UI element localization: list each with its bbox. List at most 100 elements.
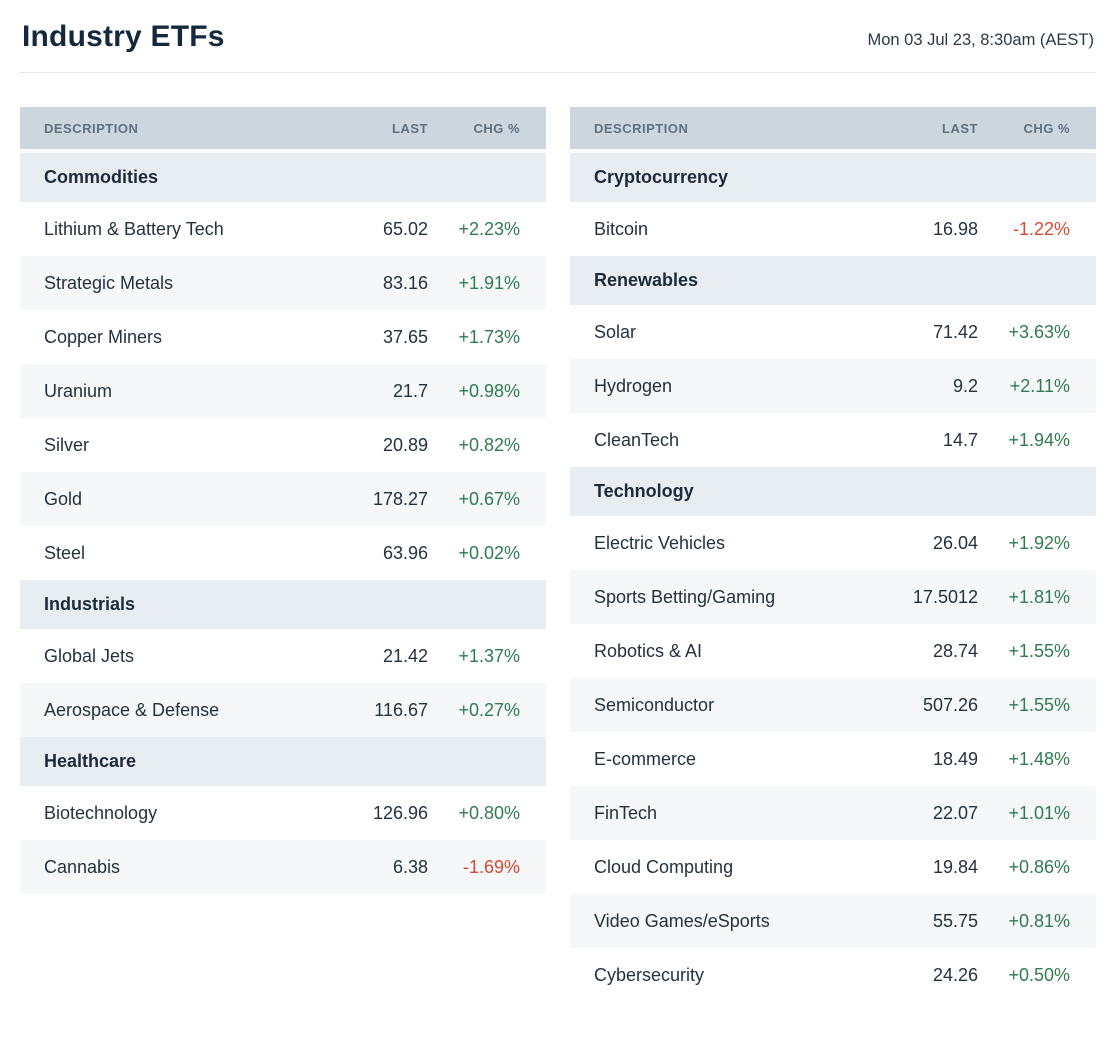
etf-last: 65.02 xyxy=(382,218,428,239)
section-header-industrials: Industrials xyxy=(20,580,546,629)
etf-name: Electric Vehicles xyxy=(594,532,726,553)
etf-last: 55.75 xyxy=(932,910,978,931)
table-row: Bitcoin 16.98 -1.22% xyxy=(570,202,1096,256)
etf-name: Robotics & AI xyxy=(594,640,703,661)
etf-last: 6.38 xyxy=(392,856,428,877)
etf-name: Lithium & Battery Tech xyxy=(44,218,224,239)
table-row: Strategic Metals 83.16 +1.91% xyxy=(20,256,546,310)
tables-container: DESCRIPTION LAST CHG % Commodities Lithium &… xyxy=(20,107,1096,1002)
section-header-commodities: Commodities xyxy=(20,153,546,202)
etf-name: Strategic Metals xyxy=(44,272,174,293)
table-row: Copper Miners 37.65 +1.73% xyxy=(20,310,546,364)
table-row: Gold 178.27 +0.67% xyxy=(20,472,546,526)
etf-change: +0.82% xyxy=(458,434,520,455)
etf-name: Cloud Computing xyxy=(594,856,734,877)
etf-name: Cybersecurity xyxy=(594,964,705,985)
etf-name: Aerospace & Defense xyxy=(44,699,220,720)
etf-last: 14.7 xyxy=(942,429,978,450)
etf-change: +1.94% xyxy=(1008,429,1070,450)
table-row: Electric Vehicles 26.04 +1.92% xyxy=(570,516,1096,570)
etf-last: 24.26 xyxy=(932,964,978,985)
etf-change: +0.50% xyxy=(1008,964,1070,985)
table-row: Solar 71.42 +3.63% xyxy=(570,305,1096,359)
etf-change: +0.86% xyxy=(1008,856,1070,877)
etf-change: +0.27% xyxy=(458,699,520,720)
etf-last: 26.04 xyxy=(932,532,978,553)
table-row: Global Jets 21.42 +1.37% xyxy=(20,629,546,683)
section-header-cryptocurrency: Cryptocurrency xyxy=(570,153,1096,202)
etf-name: Hydrogen xyxy=(594,375,673,396)
etf-change: +2.23% xyxy=(458,218,520,239)
etf-last: 71.42 xyxy=(932,321,978,342)
etf-change: +1.81% xyxy=(1008,586,1070,607)
column-header-chg: CHG % xyxy=(1023,120,1070,136)
section-header-healthcare: Healthcare xyxy=(20,737,546,786)
etf-name: Copper Miners xyxy=(44,326,163,347)
etf-name: Biotechnology xyxy=(44,802,158,823)
etf-last: 22.07 xyxy=(932,802,978,823)
etf-change: +1.92% xyxy=(1008,532,1070,553)
section-header-renewables: Renewables xyxy=(570,256,1096,305)
etf-last: 28.74 xyxy=(932,640,978,661)
etf-name: E-commerce xyxy=(594,748,697,769)
page-title: Industry ETFs xyxy=(22,20,225,53)
etf-name: Steel xyxy=(44,542,86,563)
table-row: Aerospace & Defense 116.67 +0.27% xyxy=(20,683,546,737)
page-header: Industry ETFs Mon 03 Jul 23, 8:30am (AES… xyxy=(20,16,1096,54)
etf-change: +1.55% xyxy=(1008,640,1070,661)
etf-change: +0.67% xyxy=(458,488,520,509)
etf-change: +0.80% xyxy=(458,802,520,823)
etf-last: 18.49 xyxy=(932,748,978,769)
etf-change: +1.91% xyxy=(458,272,520,293)
table-row: Uranium 21.7 +0.98% xyxy=(20,364,546,418)
etf-last: 178.27 xyxy=(372,488,428,509)
etf-name: Gold xyxy=(44,488,83,509)
etf-change: +2.11% xyxy=(1009,375,1070,396)
timestamp: Mon 03 Jul 23, 8:30am (AEST) xyxy=(867,31,1094,49)
table-header-row: DESCRIPTION LAST CHG % xyxy=(20,107,546,149)
etf-table-left: DESCRIPTION LAST CHG % Commodities Lithium &… xyxy=(20,107,546,894)
etf-last: 83.16 xyxy=(382,272,428,293)
etf-change: +0.02% xyxy=(458,542,520,563)
etf-change: +1.01% xyxy=(1008,802,1070,823)
etf-last: 116.67 xyxy=(374,699,428,720)
table-row: FinTech 22.07 +1.01% xyxy=(570,786,1096,840)
etf-change: +1.55% xyxy=(1008,694,1070,715)
table-row: Biotechnology 126.96 +0.80% xyxy=(20,786,546,840)
table-row: CleanTech 14.7 +1.94% xyxy=(570,413,1096,467)
etf-name: Video Games/eSports xyxy=(594,910,770,931)
etf-change: -1.22% xyxy=(1012,218,1070,239)
etf-last: 17.5012 xyxy=(912,586,978,607)
etf-change: +1.48% xyxy=(1008,748,1070,769)
section-header-technology: Technology xyxy=(570,467,1096,516)
etf-change: +1.37% xyxy=(458,645,520,666)
etf-change: -1.69% xyxy=(462,856,520,877)
table-row: Cybersecurity 24.26 +0.50% xyxy=(570,948,1096,1002)
etf-last: 126.96 xyxy=(372,802,428,823)
etf-change: +1.73% xyxy=(458,326,520,347)
etf-name: Silver xyxy=(44,434,90,455)
etf-last: 37.65 xyxy=(382,326,428,347)
table-row: E-commerce 18.49 +1.48% xyxy=(570,732,1096,786)
etf-last: 21.42 xyxy=(382,645,428,666)
etf-name: Semiconductor xyxy=(594,694,715,715)
table-row: Robotics & AI 28.74 +1.55% xyxy=(570,624,1096,678)
etf-name: FinTech xyxy=(594,802,658,823)
table-row: Hydrogen 9.2 +2.11% xyxy=(570,359,1096,413)
etf-last: 16.98 xyxy=(932,218,978,239)
table-header-row: DESCRIPTION LAST CHG % xyxy=(570,107,1096,149)
column-header-chg: CHG % xyxy=(473,120,520,136)
etf-table-right: DESCRIPTION LAST CHG % Cryptocurrency Bitcoi… xyxy=(570,107,1096,1002)
etf-name: CleanTech xyxy=(594,429,680,450)
table-row: Sports Betting/Gaming 17.5012 +1.81% xyxy=(570,570,1096,624)
table-row: Lithium & Battery Tech 65.02 +2.23% xyxy=(20,202,546,256)
etf-change: +0.81% xyxy=(1008,910,1070,931)
table-row: Semiconductor 507.26 +1.55% xyxy=(570,678,1096,732)
table-row: Video Games/eSports 55.75 +0.81% xyxy=(570,894,1096,948)
table-row: Cannabis 6.38 -1.69% xyxy=(20,840,546,894)
etf-last: 63.96 xyxy=(382,542,428,563)
etf-last: 9.2 xyxy=(952,375,978,396)
etf-last: 20.89 xyxy=(382,434,428,455)
column-header-last: LAST xyxy=(392,120,428,136)
